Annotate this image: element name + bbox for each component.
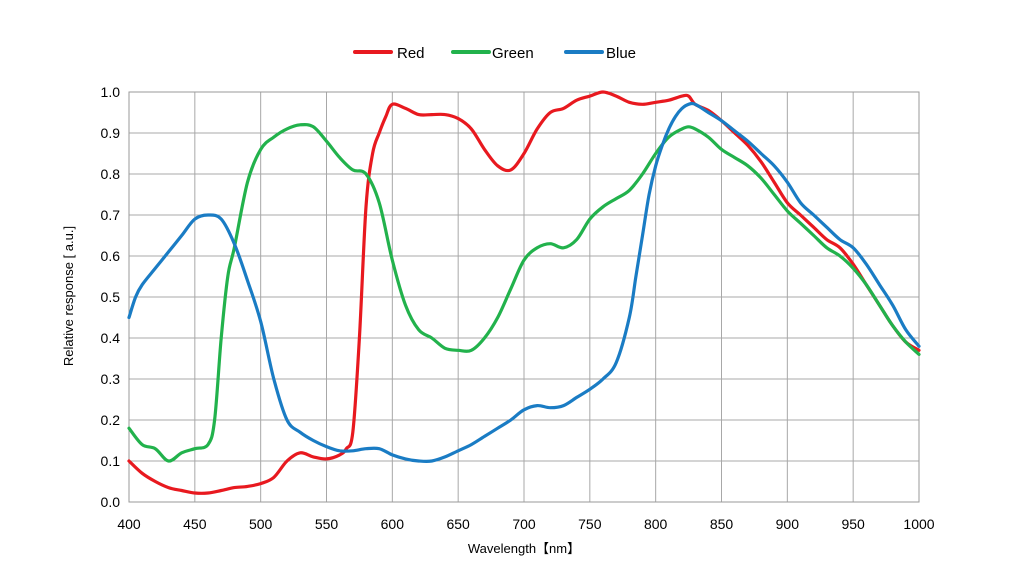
x-tick-label: 800	[644, 516, 668, 532]
y-tick-label: 0.2	[101, 412, 121, 428]
y-tick-label: 0.9	[101, 125, 121, 141]
x-tick-label: 500	[249, 516, 273, 532]
y-axis-label: Relative response [ a.u.]	[61, 226, 76, 366]
x-tick-label: 450	[183, 516, 207, 532]
y-tick-label: 0.6	[101, 248, 121, 264]
y-tick-label: 1.0	[101, 84, 121, 100]
legend-label-green: Green	[492, 45, 534, 62]
x-tick-labels: 400 450 500 550 600 650 700 750 800 850 900 950 1000	[117, 516, 934, 532]
y-tick-label: 0.5	[101, 289, 121, 305]
x-tick-label: 950	[841, 516, 865, 532]
series-line-red	[127, 90, 921, 495]
legend-label-red: Red	[397, 45, 425, 62]
x-tick-label: 850	[710, 516, 734, 532]
x-tick-label: 700	[512, 516, 536, 532]
y-tick-labels: 0.0 0.1 0.2 0.3 0.4 0.5 0.6 0.7 0.8 0.9 1.0	[101, 84, 121, 510]
legend-label-blue: Blue	[606, 45, 636, 62]
series-lines	[127, 90, 921, 495]
y-tick-label: 0.4	[101, 330, 121, 346]
grid	[128, 91, 920, 503]
y-tick-label: 0.0	[101, 494, 121, 510]
series-line-blue	[127, 101, 921, 463]
plot-frame	[128, 91, 920, 503]
legend: Red Green Blue	[353, 45, 636, 62]
x-tick-label: 1000	[903, 516, 934, 532]
y-tick-label: 0.3	[101, 371, 121, 387]
x-tick-label: 600	[381, 516, 405, 532]
series-line-green	[127, 122, 921, 463]
y-tick-label: 0.1	[101, 453, 121, 469]
x-tick-label: 400	[117, 516, 141, 532]
x-tick-label: 550	[315, 516, 339, 532]
x-tick-label: 750	[578, 516, 602, 532]
y-tick-label: 0.7	[101, 207, 121, 223]
y-tick-label: 0.8	[101, 166, 121, 182]
x-tick-label: 650	[446, 516, 470, 532]
x-axis-label: Wavelength【nm】	[468, 541, 580, 556]
x-tick-label: 900	[776, 516, 800, 532]
